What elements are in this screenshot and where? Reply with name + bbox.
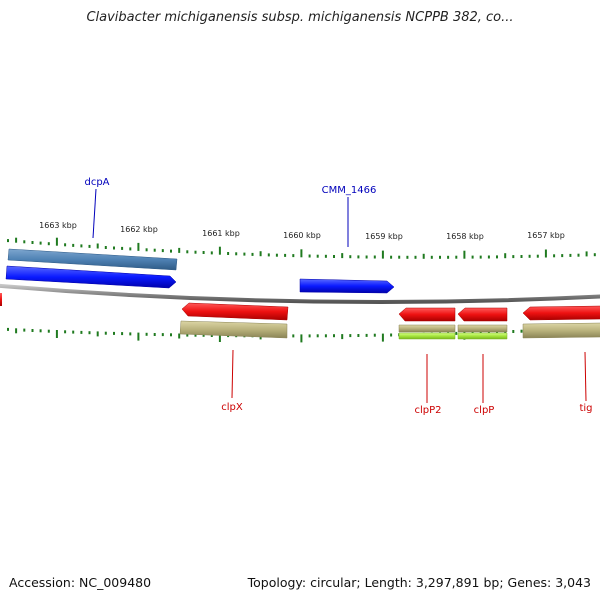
gene-label-clpX[interactable]: clpX xyxy=(221,402,243,413)
feature-clpP-cds[interactable] xyxy=(457,307,508,322)
gene-labels: dcpA CMM_1466 clpX clpP2 clpP tig xyxy=(84,177,592,416)
genome-backbone xyxy=(0,283,600,304)
feature-CMM_1466-cds[interactable] xyxy=(299,278,395,294)
leader-dcpA xyxy=(92,188,97,239)
ruler-label: 1663 kbp xyxy=(39,221,77,230)
reverse-features xyxy=(0,293,600,340)
leader-clpX xyxy=(231,349,234,399)
ruler-label: 1661 kbp xyxy=(202,229,240,238)
feature-clpX-cds[interactable] xyxy=(181,302,289,321)
feature-clpP2-other[interactable] xyxy=(398,324,456,333)
feature-tig-other[interactable] xyxy=(522,322,600,339)
gene-label-dcpA[interactable]: dcpA xyxy=(84,177,109,188)
feature-clpP-light[interactable] xyxy=(457,332,508,340)
feature-clpP2-cds[interactable] xyxy=(398,307,456,322)
ruler-labels: 1663 kbp 1662 kbp 1661 kbp 1660 kbp 1659… xyxy=(39,221,565,241)
gene-label-clpP2[interactable]: clpP2 xyxy=(414,405,441,416)
feature-dcpA-other[interactable] xyxy=(7,248,178,271)
label-leaders xyxy=(92,188,587,403)
feature-clpX-other[interactable] xyxy=(179,320,288,339)
feature-tig-cds[interactable] xyxy=(522,305,600,321)
gene-label-tig[interactable]: tig xyxy=(579,403,592,414)
genome-summary-text: Topology: circular; Length: 3,297,891 bp… xyxy=(247,575,591,590)
forward-features xyxy=(5,248,395,294)
ruler-label: 1662 kbp xyxy=(120,225,158,234)
tick-row-outer xyxy=(7,237,596,259)
accession-text: Accession: NC_009480 xyxy=(9,575,152,590)
feature-dcpA-cds[interactable] xyxy=(5,265,177,289)
feature-clpP2-light[interactable] xyxy=(398,332,456,340)
gene-label-clpP[interactable]: clpP xyxy=(474,405,495,416)
feature-left-partial[interactable] xyxy=(0,293,2,306)
map-title: Clavibacter michiganensis subsp. michiga… xyxy=(86,10,514,25)
ruler-label: 1657 kbp xyxy=(527,231,565,240)
gene-label-CMM_1466[interactable]: CMM_1466 xyxy=(322,185,377,196)
ruler-label: 1658 kbp xyxy=(446,232,484,241)
leader-tig xyxy=(584,351,587,402)
ruler-label: 1659 kbp xyxy=(365,232,403,241)
ruler-label: 1660 kbp xyxy=(283,231,321,240)
feature-clpP-other[interactable] xyxy=(457,324,508,333)
